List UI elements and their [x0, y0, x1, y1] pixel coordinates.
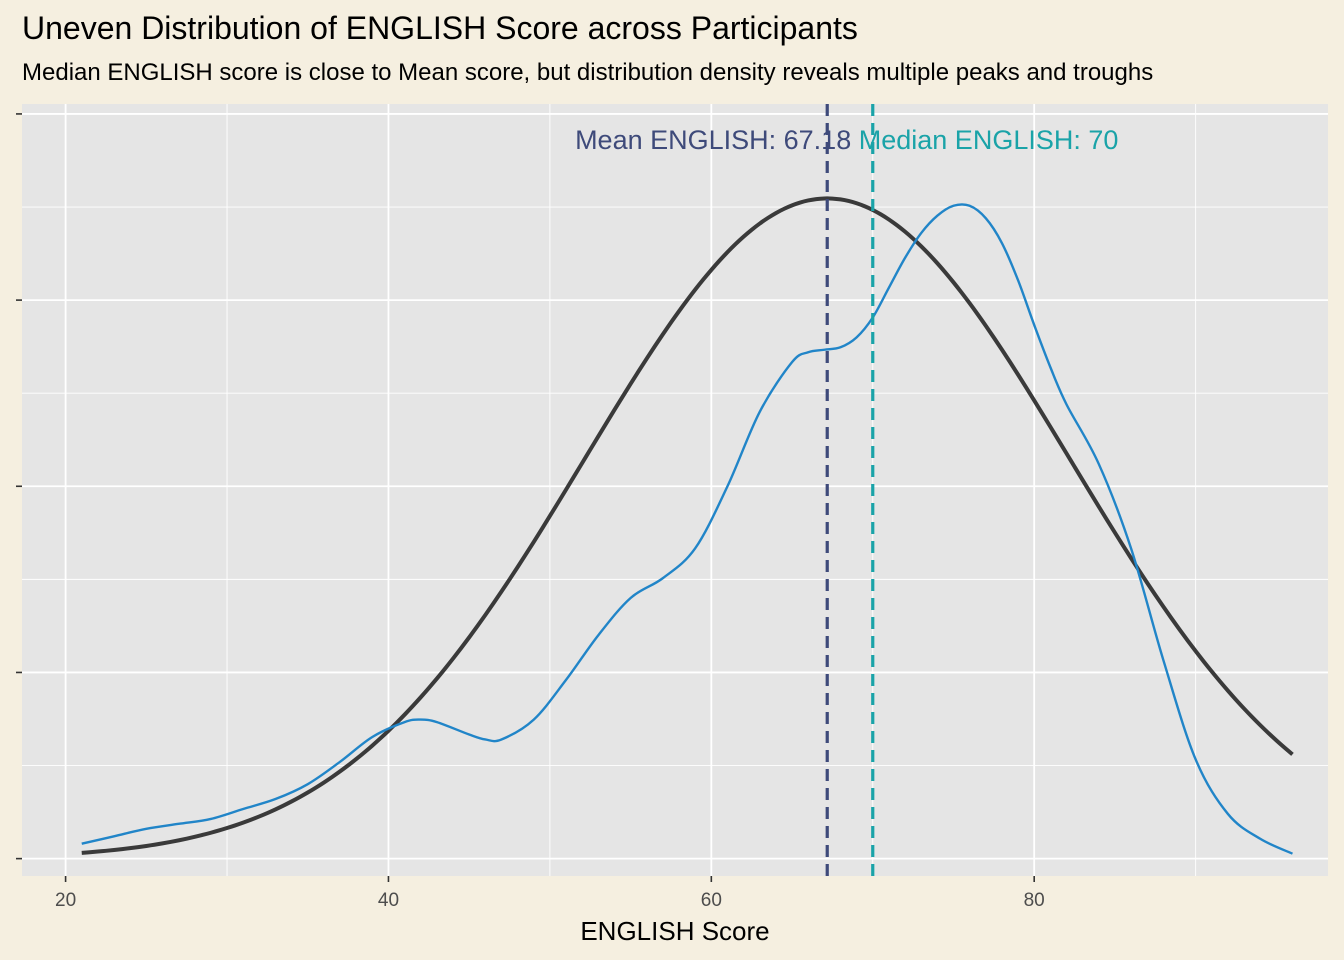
x-tick-label: 80 — [1024, 890, 1045, 911]
density-curve-line — [81, 203, 1293, 855]
x-axis-title: ENGLISH Score — [580, 916, 769, 946]
x-tick-label: 40 — [378, 890, 399, 911]
x-tick-label: 20 — [55, 890, 76, 911]
series-layer — [81, 196, 1294, 855]
median-reference-label: Median ENGLISH: 70 — [859, 125, 1119, 155]
chart-subtitle: Median ENGLISH score is close to Mean sc… — [22, 59, 1154, 86]
chart-title: Uneven Distribution of ENGLISH Score acr… — [22, 10, 858, 46]
mean-reference-label: Mean ENGLISH: 67.18 — [575, 125, 851, 155]
axes: 20 40 60 80 — [16, 113, 1045, 911]
normal-curve-line — [81, 196, 1294, 855]
x-tick-label: 60 — [701, 890, 722, 911]
gridlines — [22, 104, 1328, 876]
reference-lines: Mean ENGLISH: 67.18 Median ENGLISH: 70 — [575, 104, 1118, 876]
plot-panel — [22, 104, 1328, 876]
